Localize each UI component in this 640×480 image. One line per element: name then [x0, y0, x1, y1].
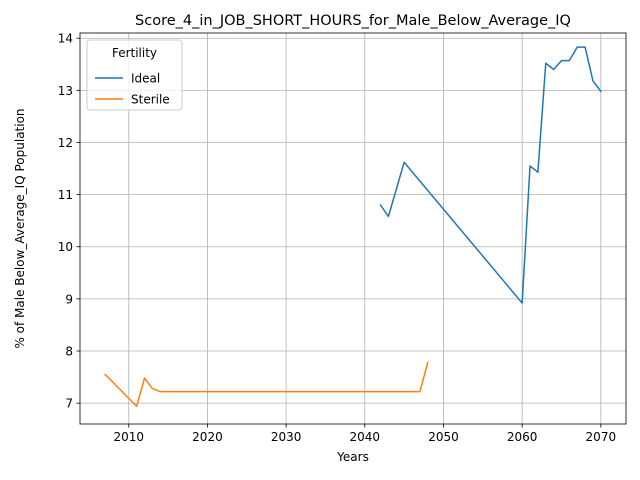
- legend-label-ideal: Ideal: [131, 72, 160, 86]
- y-tick-label: 13: [58, 84, 73, 98]
- grid: [80, 33, 626, 424]
- plot-area-frame: [79, 32, 627, 425]
- series-lines: [104, 46, 602, 408]
- y-tick-label: 7: [65, 397, 73, 411]
- series-line-ideal: [379, 46, 602, 304]
- x-tick-label: 2050: [428, 430, 459, 444]
- y-axis-label: % of Male Below_Average_IQ Population: [13, 108, 27, 348]
- x-tick-label: 2070: [586, 430, 617, 444]
- x-tick-label: 2040: [350, 430, 381, 444]
- series-line-sterile: [104, 361, 429, 408]
- legend-label-sterile: Sterile: [131, 93, 170, 107]
- x-tick-label: 2020: [192, 430, 223, 444]
- x-axis-label: Years: [336, 450, 369, 464]
- y-tick-label: 14: [58, 32, 73, 46]
- legend-box: [86, 39, 183, 111]
- legend: Fertility Ideal Sterile: [86, 39, 183, 111]
- legend-title: Fertility: [112, 46, 157, 60]
- y-tick-label: 10: [58, 240, 73, 254]
- y-tick-label: 12: [58, 136, 73, 150]
- x-tick-label: 2060: [507, 430, 538, 444]
- y-tick-label: 9: [65, 292, 73, 306]
- chart-title: Score_4_in_JOB_SHORT_HOURS_for_Male_Belo…: [135, 13, 571, 29]
- x-tick-label: 2010: [114, 430, 145, 444]
- y-tick-label: 11: [58, 188, 73, 202]
- y-tick-label: 8: [65, 345, 73, 359]
- x-tick-label: 2030: [271, 430, 302, 444]
- axis-ticks: 2010 2020 2030 2040 2050 2060 2070 7 8 9 10 11 12 13 1…: [58, 32, 616, 444]
